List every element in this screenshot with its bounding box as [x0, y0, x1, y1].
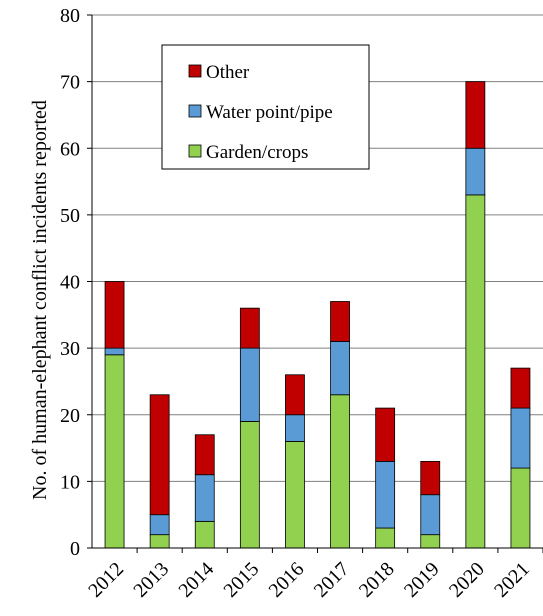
legend-label: Other: [206, 62, 250, 83]
bar-segment: [510, 367, 531, 409]
bar-segment: [194, 434, 215, 476]
bar-segment: [149, 394, 170, 516]
bar-segment: [194, 474, 215, 522]
x-tick-label: 2015: [220, 558, 264, 602]
y-ticks: 0 10 20 30 40 50 60 70 80: [60, 5, 92, 560]
bar-segment: [330, 394, 350, 549]
bar-segment: [420, 534, 441, 549]
bar-segment: [510, 407, 531, 469]
bar-segment: [375, 460, 396, 529]
bar-segment: [285, 440, 305, 549]
x-tick-label: 2017: [310, 558, 354, 602]
x-tick-label: 2013: [129, 558, 173, 602]
x-tick-label: 2020: [445, 558, 489, 602]
bar-segment: [239, 421, 260, 549]
legend-label: Garden/crops: [206, 142, 308, 163]
legend-swatch: [188, 144, 202, 158]
y-tick-label: 80: [60, 5, 80, 27]
bar-segment: [285, 374, 305, 416]
y-tick-label: 70: [60, 72, 80, 94]
legend: Other Water point/pipe Garden/crops: [161, 44, 370, 170]
x-tick-label: 2012: [84, 558, 128, 602]
bar-segment: [465, 81, 486, 149]
y-tick-label: 50: [60, 205, 80, 227]
x-tick-label: 2016: [265, 558, 309, 602]
bar-segment: [420, 494, 441, 536]
y-tick-label: 20: [60, 405, 80, 427]
bar-segment: [375, 527, 396, 549]
bar-segment: [104, 281, 125, 349]
y-tick-label: 0: [70, 538, 80, 560]
legend-swatch: [188, 64, 202, 78]
y-axis-label: No. of human-elephant conflict incidents…: [29, 100, 51, 500]
bar-segment: [104, 354, 125, 549]
bar-segment: [465, 194, 486, 549]
y-tick-label: 40: [60, 272, 80, 294]
legend-swatch: [188, 104, 202, 118]
x-tick-label: 2018: [355, 558, 399, 602]
y-tick-label: 30: [60, 338, 80, 360]
bar-segment: [239, 307, 260, 349]
bar-segment: [510, 467, 531, 549]
y-tick-label: 60: [60, 138, 80, 160]
x-tick-label: 2021: [490, 558, 534, 602]
x-tick-label: 2019: [400, 558, 444, 602]
bar-segment: [194, 520, 215, 549]
bar-segment: [465, 147, 486, 196]
bar-segment: [149, 514, 170, 536]
legend-label: Water point/pipe: [206, 102, 333, 123]
bar-segment: [330, 341, 350, 396]
bar-segment: [285, 414, 305, 442]
bar-segment: [420, 460, 441, 496]
bar-segment: [104, 347, 125, 356]
y-tick-label: 10: [60, 471, 80, 493]
bar-segment: [149, 534, 170, 549]
bars: [104, 81, 531, 549]
x-ticks: 2012 2013 2014 2015 2016 2017 2018 2019 2020 2021: [84, 548, 543, 602]
bar-segment: [375, 407, 396, 462]
bar-segment: [330, 301, 350, 342]
bar-segment: [239, 347, 260, 422]
x-tick-label: 2014: [174, 558, 218, 602]
